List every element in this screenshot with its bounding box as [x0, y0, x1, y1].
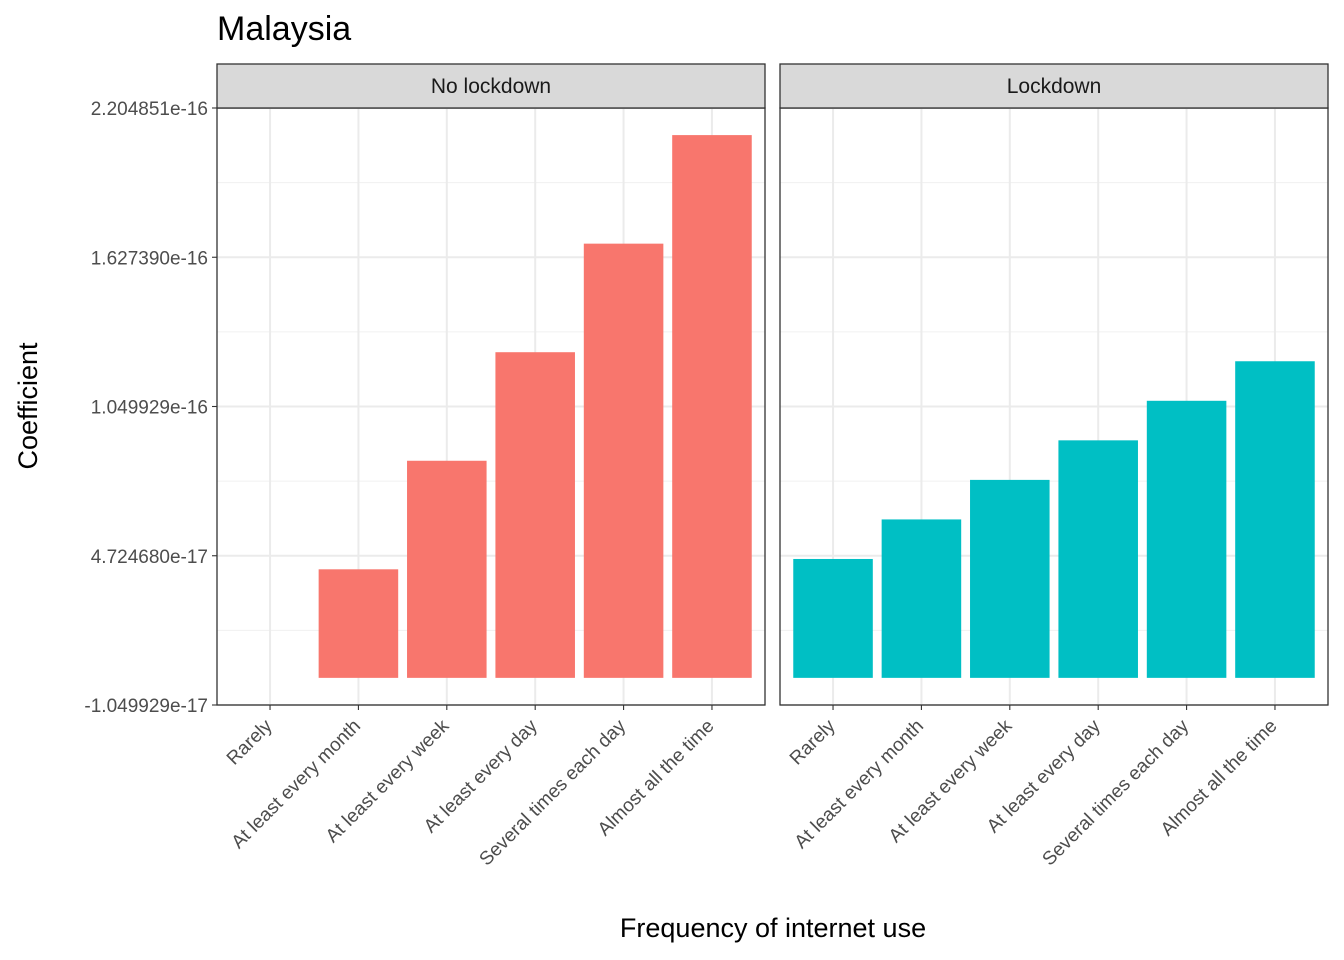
bar-no-lockdown [672, 135, 752, 678]
facet-strip [779, 63, 1329, 109]
bar-lockdown [970, 479, 1050, 678]
x-axis-title: Frequency of internet use [620, 913, 926, 943]
y-tick-label: 1.049929e-16 [91, 398, 208, 419]
facet-strip-label: Lockdown [1007, 75, 1102, 98]
bar-no-lockdown [318, 569, 399, 678]
x-tick-label: Rarely [223, 715, 277, 769]
facet-strip [216, 63, 766, 109]
bar-lockdown [881, 519, 962, 678]
bar-no-lockdown [583, 243, 664, 678]
bar-lockdown [1235, 361, 1315, 678]
bar-lockdown [793, 558, 873, 678]
bar-no-lockdown [495, 352, 575, 678]
x-tick-label: Several times each day [476, 715, 631, 870]
y-tick-label: 1.627390e-16 [91, 248, 208, 269]
y-tick-label: 2.204851e-16 [91, 99, 208, 120]
bar-lockdown [1058, 440, 1138, 678]
facet-strip-label: No lockdown [431, 75, 551, 98]
y-axis-title: Coefficient [13, 342, 43, 470]
bar-lockdown [1146, 400, 1227, 678]
bar-no-lockdown [407, 460, 487, 678]
y-tick-label: 4.724680e-17 [91, 547, 208, 568]
x-tick-label: Several times each day [1039, 715, 1194, 870]
x-tick-label: Rarely [786, 715, 840, 769]
chart-title: Malaysia [217, 10, 351, 48]
y-axis: -1.049929e-17 4.724680e-17 1.049929e-16 1.6… [84, 99, 217, 717]
y-tick-label: -1.049929e-17 [84, 696, 208, 717]
